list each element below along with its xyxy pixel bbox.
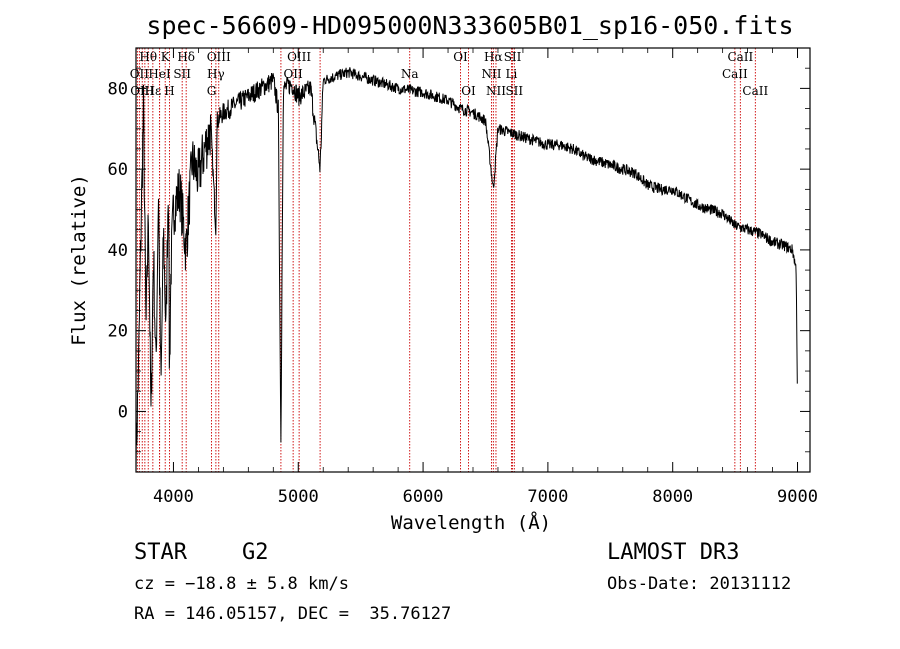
tick-layer: 4000 5000 6000 7000 8000 9000 0 20 40 60 80 xyxy=(108,48,818,507)
y-axis-label: Flux (relative) xyxy=(68,174,90,346)
x-tick-label: 6000 xyxy=(403,487,444,507)
x-tick-label: 5000 xyxy=(278,487,319,507)
line-marker-label: NII xyxy=(481,67,501,81)
line-marker-label: CaII xyxy=(722,67,748,81)
line-marker-label: OI xyxy=(461,84,476,98)
line-marker-label: OIII xyxy=(287,50,311,64)
line-marker-label: OIII xyxy=(207,50,231,64)
x-tick-label: 7000 xyxy=(527,487,568,507)
line-marker-label: H xyxy=(164,84,174,98)
y-tick-label: 0 xyxy=(118,402,128,422)
line-marker-label: Hε xyxy=(145,84,162,98)
line-marker-label: SII xyxy=(504,50,522,64)
x-tick-label: 9000 xyxy=(777,487,818,507)
y-tick-label: 20 xyxy=(108,322,128,342)
spectrum-series-flux xyxy=(135,67,798,473)
survey-name: LAMOST DR3 xyxy=(607,540,740,565)
line-marker-label: SII xyxy=(505,84,523,98)
x-tick-label: 8000 xyxy=(652,487,693,507)
line-marker-label: OII xyxy=(130,67,150,81)
spectrum-layer xyxy=(135,67,798,473)
line-marker-label: SII xyxy=(173,67,191,81)
line-marker-label: CaII xyxy=(727,50,753,64)
line-marker-label: Li xyxy=(506,67,518,81)
line-marker-label: NII xyxy=(486,84,506,98)
y-tick-label: 80 xyxy=(108,79,128,99)
line-marker-label: G xyxy=(207,84,217,98)
line-marker-label: Na xyxy=(401,67,419,81)
object-class: STAR xyxy=(134,540,187,565)
line-marker-label: Hγ xyxy=(207,67,225,81)
y-tick-label: 60 xyxy=(108,160,128,180)
x-axis-label: Wavelength (Å) xyxy=(391,511,551,534)
line-marker-label: CaII xyxy=(742,84,768,98)
y-tick-label: 40 xyxy=(108,241,128,261)
line-marker-label: OI xyxy=(453,50,468,64)
line-marker-label: HeI xyxy=(148,67,171,81)
sky-coordinates: RA = 146.05157, DEC = 35.76127 xyxy=(134,604,452,624)
line-marker-label: Hθ xyxy=(139,50,157,64)
x-tick-label: 4000 xyxy=(153,487,194,507)
line-marker-label: K xyxy=(161,50,171,64)
line-marker-label: Hδ xyxy=(177,50,195,64)
redshift-velocity: cz = −18.8 ± 5.8 km/s xyxy=(134,574,349,594)
line-marker-label: Hα xyxy=(484,50,503,64)
chart-title: spec-56609-HD095000N333605B01_sp16-050.f… xyxy=(146,11,793,40)
observation-date: Obs-Date: 20131112 xyxy=(607,574,792,594)
object-subclass: G2 xyxy=(242,540,269,565)
line-marker-label: OII xyxy=(283,67,303,81)
